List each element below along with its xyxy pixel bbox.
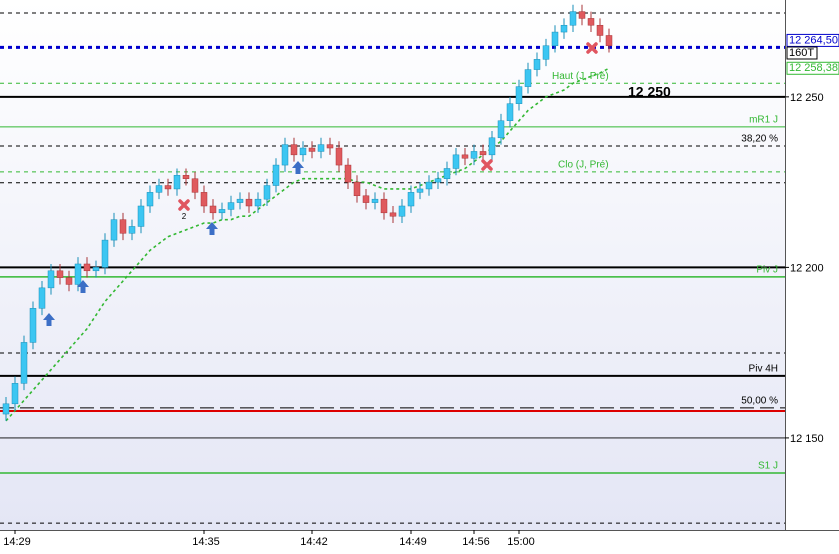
candle-body — [29, 308, 37, 343]
candle-body — [290, 144, 298, 156]
candle-body — [209, 205, 217, 214]
candle-body — [164, 185, 172, 190]
candle-body — [551, 31, 559, 46]
candle-body — [506, 103, 514, 121]
candle-body — [227, 202, 235, 210]
candle-body — [263, 185, 271, 200]
candle-body — [434, 178, 442, 183]
candle-body — [47, 270, 55, 289]
candle-body — [308, 147, 316, 152]
bar-type-box — [786, 46, 818, 60]
x-tick-label: 15:00 — [507, 536, 535, 548]
candle-body — [479, 151, 487, 156]
x-tick-label: 14:42 — [300, 536, 328, 548]
candle-body — [488, 137, 496, 156]
candle-body — [146, 192, 154, 207]
candle-body — [155, 185, 163, 193]
candle-body — [83, 263, 91, 272]
candle-body — [578, 11, 586, 19]
candle-body — [245, 198, 253, 207]
level-label: Piv J — [756, 265, 778, 276]
candle-body — [173, 175, 181, 190]
candle-body — [497, 120, 505, 139]
candle-body — [137, 205, 145, 227]
candle-body — [605, 35, 613, 46]
candle-body — [65, 277, 73, 285]
ma-box — [786, 61, 839, 75]
signals — [43, 42, 598, 326]
candle-body — [515, 86, 523, 104]
candle-body — [344, 164, 352, 183]
candle-body — [119, 219, 127, 234]
candle-body — [560, 24, 568, 33]
candle-body — [20, 342, 28, 384]
candle-body — [596, 24, 604, 36]
x-tick-label: 14:35 — [192, 536, 220, 548]
sell-signal — [178, 42, 598, 211]
candle-body — [11, 383, 19, 405]
y-tick-label: 12 150 — [790, 433, 824, 445]
moving-average — [5, 67, 610, 422]
candle-body — [335, 147, 343, 166]
candle-body — [542, 45, 550, 60]
x-tick-label: 14:29 — [3, 536, 31, 548]
candle-body — [443, 168, 451, 179]
candle-body — [272, 164, 280, 186]
candle-body — [200, 192, 208, 207]
candle-body — [326, 144, 334, 149]
level-label: S1 J — [758, 461, 778, 472]
candle-body — [182, 175, 190, 179]
candle-body — [281, 144, 289, 166]
level-label: Piv 4H — [749, 363, 778, 374]
candle-body — [38, 287, 46, 309]
candle-body — [470, 151, 478, 159]
candle-body — [128, 226, 136, 234]
candle-body — [380, 198, 388, 214]
candle-body — [110, 219, 118, 241]
candle-body — [191, 178, 199, 193]
candle-body — [362, 195, 370, 203]
candle-body — [398, 205, 406, 217]
level-label: 12 250 — [628, 84, 671, 100]
candle-body — [101, 239, 109, 268]
candle-body — [371, 198, 379, 203]
candle-body — [254, 198, 262, 207]
candle-body — [236, 198, 244, 203]
x-tick-label: 14:56 — [462, 536, 490, 548]
price-box — [786, 33, 839, 47]
candle-body — [587, 18, 595, 26]
x-tick-label: 14:49 — [399, 536, 427, 548]
candle-body — [407, 192, 415, 207]
annotation: 2 — [182, 212, 187, 221]
candle-body — [416, 188, 424, 193]
candle-body — [353, 181, 361, 197]
price-label: 12 264,50 — [789, 34, 838, 46]
candle-body — [461, 154, 469, 159]
candle-body — [452, 154, 460, 169]
candle-body — [92, 267, 100, 272]
candle-body — [533, 59, 541, 70]
level-label: mR1 J — [749, 115, 778, 126]
candle-body — [2, 403, 10, 415]
bar-type-label: 160T — [789, 47, 814, 59]
level-label: 38,20 % — [741, 134, 778, 145]
candle-body — [569, 11, 577, 26]
candle-body — [74, 263, 82, 285]
level-label: Clo (J, Pré) — [558, 160, 609, 171]
candle-body — [317, 144, 325, 152]
candle-body — [524, 69, 532, 87]
y-tick-label: 12 200 — [790, 262, 824, 274]
candle-body — [389, 212, 397, 217]
candle-body — [299, 147, 307, 156]
plot-area — [0, 0, 785, 530]
y-tick-label: 12 250 — [790, 92, 824, 104]
candle-body — [56, 270, 64, 278]
ma-label: 12 258,38 — [789, 62, 838, 74]
level-label: 50,00 % — [741, 396, 778, 407]
candle-body — [218, 209, 226, 214]
level-label: Haut (J, Pré) — [552, 71, 609, 82]
buy-signal — [43, 161, 304, 326]
candle-body — [425, 181, 433, 190]
